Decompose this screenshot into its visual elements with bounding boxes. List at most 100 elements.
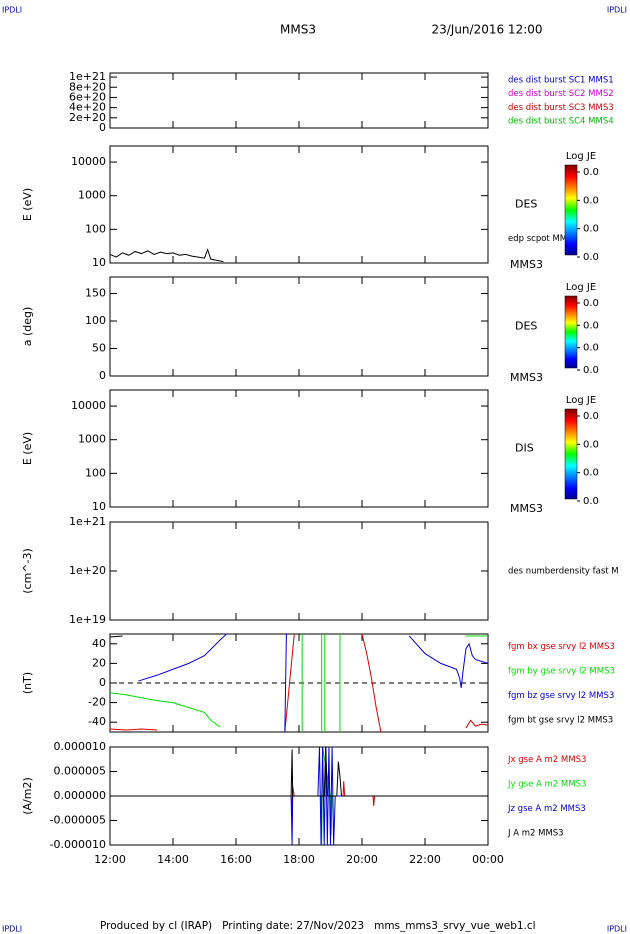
colorbar-title: Log JE xyxy=(566,395,596,406)
y-tick-label: -0.000010 xyxy=(50,838,106,851)
legend-entry: des dist burst SC3 MMS3 xyxy=(508,103,614,113)
y-tick-label: 50 xyxy=(92,342,106,355)
corner-label: IPDLI xyxy=(2,6,22,15)
x-tick-label: 20:00 xyxy=(346,853,378,866)
colorbar-tick-label: 0.0 xyxy=(583,439,599,450)
x-tick-label: 18:00 xyxy=(283,853,315,866)
colorbar xyxy=(564,295,578,369)
series-line xyxy=(110,781,488,816)
colorbar-tick-label: 0.0 xyxy=(583,468,599,479)
legend-entry: fgm bt gse srvy l2 MMS3 xyxy=(508,715,613,725)
y-axis-label: (cm^-3) xyxy=(21,548,34,594)
corner-label: IPDLI xyxy=(607,925,627,934)
y-tick-label: 1e+20 xyxy=(69,564,106,577)
y-tick-label: 2e+20 xyxy=(69,111,106,124)
y-tick-label: -0.000005 xyxy=(50,814,106,827)
colorbar-tick-label: 0.0 xyxy=(583,252,599,263)
y-tick-label: 10 xyxy=(92,256,106,269)
y-tick-label: 0 xyxy=(99,676,106,689)
x-tick-label: 16:00 xyxy=(220,853,252,866)
panel-label: DES xyxy=(515,198,537,211)
instrument-label: MMS3 xyxy=(510,258,543,271)
y-axis-label: (nT) xyxy=(21,672,34,694)
y-axis-label: E (eV) xyxy=(21,188,34,221)
legend-entry: fgm bz gse srvy l2 MMS3 xyxy=(508,691,614,701)
panel-frame xyxy=(109,521,489,621)
legend-entry: fgm bx gse srvy l2 MMS3 xyxy=(508,642,615,652)
y-tick-label: 4e+20 xyxy=(69,101,106,114)
legend-entry: J A m2 MMS3 xyxy=(507,828,564,838)
legend-entry: des dist burst SC1 MMS1 xyxy=(508,75,614,85)
y-tick-label: 10000 xyxy=(71,155,106,168)
series-line xyxy=(109,248,224,263)
legend-entry: des dist burst SC4 MMS4 xyxy=(508,117,614,127)
colorbar-title: Log JE xyxy=(566,151,596,162)
colorbar-tick-label: 0.0 xyxy=(583,411,599,422)
y-tick-label: 100 xyxy=(85,466,106,479)
legend-entry: Jz gse A m2 MMS3 xyxy=(507,804,586,814)
y-tick-label: 0.000005 xyxy=(54,765,107,778)
y-axis-label: a (deg) xyxy=(21,307,34,347)
colorbar-tick-label: 0.0 xyxy=(583,195,599,206)
y-tick-label: 10 xyxy=(92,500,106,513)
colorbar-tick-label: 0.0 xyxy=(583,496,599,507)
colorbar-tick-label: 0.0 xyxy=(583,365,599,376)
series-line xyxy=(109,635,123,638)
colorbar-tick-label: 0.0 xyxy=(583,320,599,331)
y-tick-label: 0.000010 xyxy=(54,740,107,753)
colorbar-tick-label: 0.0 xyxy=(583,167,599,178)
series-line xyxy=(110,746,488,797)
series-line xyxy=(110,746,488,846)
y-tick-label: 0 xyxy=(99,121,106,134)
y-tick-label: 6e+20 xyxy=(69,90,106,103)
corner-label: IPDLI xyxy=(2,925,22,934)
legend-entry: Jx gse A m2 MMS3 xyxy=(507,755,586,765)
colorbar-title: Log JE xyxy=(566,282,596,293)
series-line xyxy=(138,633,489,733)
y-axis-label: E (eV) xyxy=(21,432,34,465)
y-tick-label: 40 xyxy=(92,637,106,650)
colorbar-tick-label: 0.0 xyxy=(583,298,599,309)
y-tick-label: 8e+20 xyxy=(69,80,106,93)
panel-frame xyxy=(109,72,489,129)
date: 23/Jun/2016 12:00 xyxy=(431,23,542,37)
y-tick-label: -40 xyxy=(88,715,106,728)
y-tick-label: 0.000000 xyxy=(54,789,107,802)
colorbar xyxy=(564,408,578,500)
panel-frame xyxy=(109,389,489,508)
legend-entry: des dist burst SC2 MMS2 xyxy=(508,89,614,99)
y-tick-label: 1000 xyxy=(78,189,106,202)
y-tick-label: 1000 xyxy=(78,433,106,446)
panel-frame xyxy=(109,276,489,377)
legend-entry: Jy gse A m2 MMS3 xyxy=(507,779,586,789)
y-tick-label: 10000 xyxy=(71,399,106,412)
legend-entry: fgm by gse srvy l2 MMS3 xyxy=(508,666,615,676)
y-axis-label: (A/m2) xyxy=(21,777,34,815)
series-line xyxy=(109,633,489,733)
x-tick-label: 12:00 xyxy=(94,853,126,866)
panel-frame xyxy=(109,145,489,264)
x-tick-label: 14:00 xyxy=(157,853,189,866)
title: MMS3 xyxy=(280,23,316,37)
x-tick-label: 00:00 xyxy=(472,853,504,866)
instrument-label: MMS3 xyxy=(510,371,543,384)
y-tick-label: 0 xyxy=(99,369,106,382)
legend-entry: edp scpot MMS3 xyxy=(508,234,578,244)
panel-label: DIS xyxy=(515,442,534,455)
y-tick-label: 100 xyxy=(85,222,106,235)
y-tick-label: 20 xyxy=(92,656,106,669)
y-tick-label: 100 xyxy=(85,314,106,327)
legend-entry: des numberdensity fast M xyxy=(508,567,619,577)
panel-label: DES xyxy=(515,320,537,333)
colorbar-tick-label: 0.0 xyxy=(583,224,599,235)
corner-label: IPDLI xyxy=(607,6,627,15)
instrument-label: MMS3 xyxy=(510,502,543,515)
y-tick-label: 1e+21 xyxy=(69,70,106,83)
y-tick-label: -20 xyxy=(88,696,106,709)
y-tick-label: 1e+21 xyxy=(69,515,106,528)
colorbar xyxy=(564,164,578,256)
y-tick-label: 150 xyxy=(85,287,106,300)
footer: Produced by cl (IRAP) Printing date: 27/… xyxy=(100,920,536,932)
y-tick-label: 1e+19 xyxy=(69,613,106,626)
